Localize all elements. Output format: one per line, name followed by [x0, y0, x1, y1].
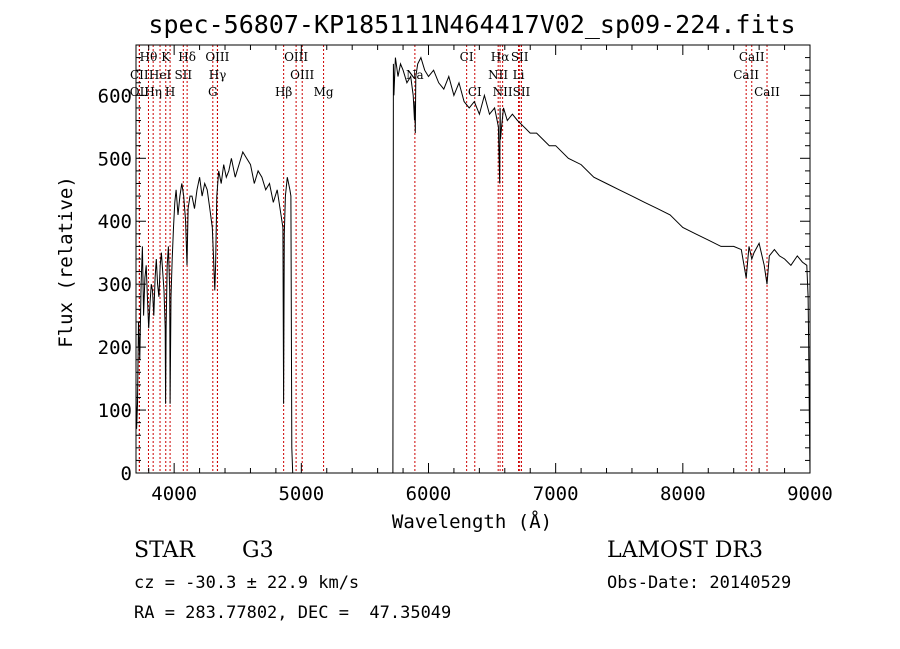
line-marker-label-15: Mg [314, 85, 334, 99]
spectrum-chart: spec-56807-KP185111N464417V02_sp09-224.f… [55, 10, 833, 533]
y-tick-label: 400 [98, 211, 132, 233]
y-tick-label: 100 [98, 400, 132, 422]
line-marker-label-11: G [208, 85, 218, 99]
line-marker-label-20: NII [488, 68, 508, 82]
object-class: STAR [134, 538, 195, 563]
line-marker-label-17: CI [460, 50, 474, 64]
y-axis-ticks: 0 100 200 300 400 500 600 [98, 44, 810, 485]
x-axis-ticks: 4000 5000 6000 7000 8000 9000 [148, 45, 833, 505]
y-tick-label: 0 [121, 463, 132, 485]
x-tick-label: 5000 [278, 483, 324, 505]
line-marker-label-9: OIII [205, 50, 229, 64]
x-tick-label: 8000 [660, 483, 706, 505]
line-marker-label-26: CaII [733, 68, 759, 82]
x-axis-label: Wavelength (Å) [392, 510, 552, 533]
chart-title: spec-56807-KP185111N464417V02_sp09-224.f… [148, 10, 795, 39]
line-marker-label-22: SII [511, 50, 529, 64]
line-marker-label-1: CII [130, 68, 149, 82]
plot-frame [135, 44, 811, 474]
line-marker-label-25: CaII [739, 50, 765, 64]
line-marker-label-7: SII [174, 68, 192, 82]
y-tick-label: 500 [98, 148, 132, 170]
line-marker-label-14: Hβ [275, 85, 292, 99]
y-tick-label: 300 [98, 274, 132, 296]
x-tick-label: 9000 [787, 483, 833, 505]
line-marker-label-5: HeI [149, 68, 172, 82]
line-marker-label-6: H [165, 85, 175, 99]
survey-name: LAMOST DR3 [607, 538, 763, 563]
line-marker-label-4: K [161, 50, 171, 64]
line-marker-label-23: Li [513, 68, 525, 82]
redshift-text: cz = -30.3 ± 22.9 km/s [134, 573, 360, 593]
line-marker-group [138, 45, 768, 473]
x-tick-label: 7000 [533, 483, 579, 505]
line-marker-label-13: OIII [290, 68, 314, 82]
line-marker-label-10: Hγ [209, 68, 227, 82]
obs-date-text: Obs-Date: 20140529 [607, 573, 792, 593]
line-marker-label-19: Hα [491, 50, 510, 64]
line-marker-label-21: NII [493, 85, 513, 99]
line-marker-label-27: CaII [754, 85, 780, 99]
object-subclass: G3 [242, 538, 274, 563]
line-marker-label-12: OIII [284, 50, 308, 64]
y-axis-label: Flux (relative) [55, 176, 77, 348]
line-marker-label-18: CI [468, 85, 482, 99]
y-tick-label: 600 [98, 85, 132, 107]
flux-series-line [135, 56, 811, 474]
y-tick-label: 200 [98, 337, 132, 359]
line-marker-label-3: Hη [144, 85, 162, 99]
x-tick-label: 4000 [151, 483, 197, 505]
line-marker-label-8: Hδ [178, 50, 196, 64]
x-tick-label: 6000 [406, 483, 452, 505]
line-marker-label-0: Hθ [140, 50, 158, 64]
line-marker-label-24: SII [513, 85, 531, 99]
coordinates-text: RA = 283.77802, DEC = 47.35049 [134, 603, 452, 623]
